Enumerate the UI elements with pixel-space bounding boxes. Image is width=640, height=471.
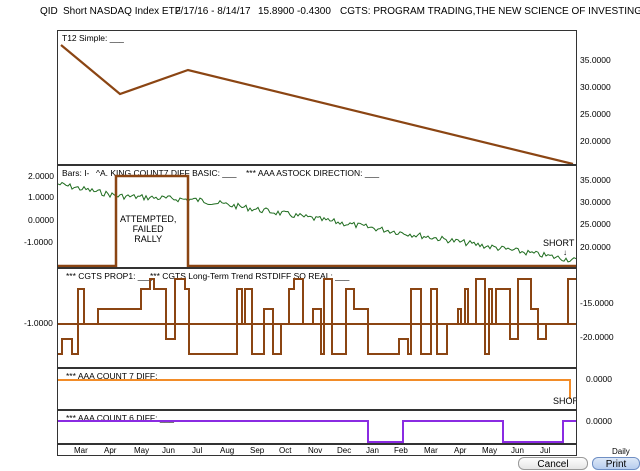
month-label: Dec — [337, 446, 352, 455]
p2-tick-35: 35.0000 — [580, 175, 611, 185]
count7-chart — [58, 379, 571, 399]
daily-label: Daily — [612, 447, 630, 456]
pane-label-king: ^A. KING COUNT7 DIFF BASIC: ___ — [96, 168, 237, 178]
study-name: CGTS: PROGRAM TRADING,THE NEW SCIENCE OF… — [340, 6, 640, 17]
month-label: Apr — [454, 446, 467, 455]
prop1-series — [58, 278, 576, 355]
last-price: 15.8900 — [258, 6, 295, 17]
p3-left-tick: -1.0000 — [24, 318, 53, 328]
count6-line — [58, 420, 576, 443]
p2-tick-20: 20.0000 — [580, 242, 611, 252]
symbol: QID — [40, 6, 58, 17]
p1-tick-25: 25.0000 — [580, 109, 611, 119]
pane-label-bars: Bars: I- — [62, 168, 90, 178]
p2-left-tick-2: 2.0000 — [28, 171, 54, 181]
pane-label-rstdiff: *** CGTS Long-Term Trend RSTDIFF SO REAL… — [150, 271, 350, 281]
p1-tick-35: 35.0000 — [580, 55, 611, 65]
short-label-price: SHORT — [543, 238, 575, 248]
pane-label-prop1: *** CGTS PROP1: ___ — [66, 271, 152, 281]
month-label: Jun — [511, 446, 524, 455]
p3-tick-15: -15.0000 — [580, 298, 614, 308]
p2-tick-25: 25.0000 — [580, 219, 611, 229]
p1-tick-30: 30.0000 — [580, 82, 611, 92]
king-count-line — [58, 174, 576, 267]
pane-label-count7: *** AAA COUNT 7 DIFF: ___ — [66, 371, 175, 381]
month-label: Jan — [366, 446, 379, 455]
p5-tick-0: 0.0000 — [586, 416, 612, 426]
short-label-count7: SHORT — [553, 396, 576, 406]
p3-tick-20: -20.0000 — [580, 332, 614, 342]
month-label: May — [134, 446, 150, 455]
price-chart — [58, 174, 576, 267]
month-label: Jul — [192, 446, 203, 455]
pane-label-direction: *** AAA ASTOCK DIRECTION: ___ — [246, 168, 380, 178]
t12-chart — [60, 44, 574, 164]
pane-price-bars[interactable]: Bars: I- ^A. KING COUNT7 DIFF BASIC: ___… — [57, 165, 577, 268]
p4-tick-0: 0.0000 — [586, 374, 612, 384]
prop1-chart — [58, 278, 576, 355]
cancel-button[interactable]: Cancel — [518, 457, 588, 470]
pane-label-t12: T12 Simple: ___ — [62, 33, 124, 43]
month-label: Jul — [540, 446, 551, 455]
t12-line — [60, 44, 574, 164]
count6-chart — [58, 420, 576, 443]
chart-header: QID Short NASDAQ Index ETF 2/17/16 - 8/1… — [0, 0, 640, 22]
month-label: Jun — [162, 446, 175, 455]
p2-left-tick-1: 1.0000 — [28, 192, 54, 202]
pane-t12-simple[interactable]: T12 Simple: ___ — [57, 30, 577, 165]
p2-left-tick-m1: -1.0000 — [24, 237, 53, 247]
p2-tick-30: 30.0000 — [580, 197, 611, 207]
p1-tick-20: 20.0000 — [580, 136, 611, 146]
print-button[interactable]: Print — [592, 457, 640, 470]
month-label: Apr — [104, 446, 117, 455]
month-label: Aug — [220, 446, 235, 455]
month-label: Sep — [250, 446, 265, 455]
month-label: Nov — [308, 446, 323, 455]
month-label: May — [482, 446, 498, 455]
month-label: Oct — [279, 446, 292, 455]
pane-count7[interactable]: *** AAA COUNT 7 DIFF: ___ SHORT — [57, 368, 577, 410]
count7-line — [58, 379, 571, 399]
month-label: Mar — [424, 446, 438, 455]
price-change: -0.4300 — [297, 6, 331, 17]
month-label: Feb — [394, 446, 408, 455]
month-label: Mar — [74, 446, 88, 455]
price-series — [58, 181, 576, 263]
pane-label-count6: *** AAA COUNT 6 DIFF: ___ — [66, 413, 175, 423]
x-axis: Mar Apr May Jun Jul Aug Sep Oct Nov Dec … — [57, 444, 577, 456]
date-range: 2/17/16 - 8/14/17 — [175, 6, 251, 17]
pane-cgts-prop1[interactable]: *** CGTS PROP1: ___ *** CGTS Long-Term T… — [57, 268, 577, 368]
p2-left-tick-0: 0.0000 — [28, 215, 54, 225]
rally-annotation: ATTEMPTED, FAILED RALLY — [120, 214, 177, 244]
short-arrow-icon: ↓ — [563, 248, 567, 257]
security-name: Short NASDAQ Index ETF — [63, 6, 181, 17]
pane-count6[interactable]: *** AAA COUNT 6 DIFF: ___ — [57, 410, 577, 444]
